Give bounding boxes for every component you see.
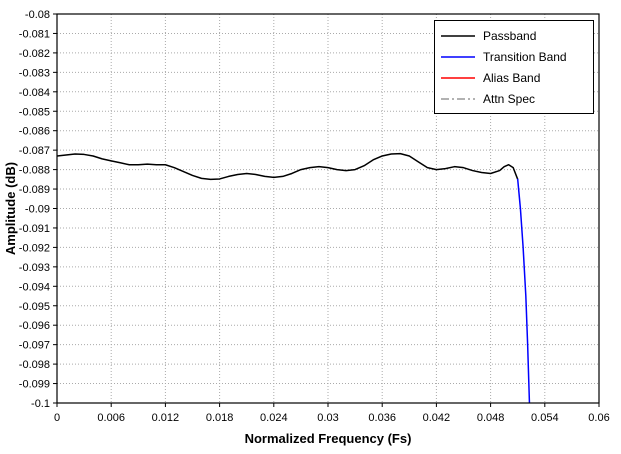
svg-text:0.054: 0.054 bbox=[531, 412, 559, 424]
svg-text:-0.085: -0.085 bbox=[19, 106, 50, 118]
svg-text:-0.089: -0.089 bbox=[19, 184, 50, 196]
transition-band-line-sample-icon bbox=[441, 55, 475, 58]
svg-text:-0.098: -0.098 bbox=[19, 359, 50, 371]
svg-text:0.012: 0.012 bbox=[152, 412, 180, 424]
svg-text:0.042: 0.042 bbox=[423, 412, 451, 424]
svg-text:-0.1: -0.1 bbox=[31, 398, 50, 410]
svg-text:0.048: 0.048 bbox=[477, 412, 505, 424]
attn-spec-line-sample-icon bbox=[441, 97, 475, 100]
legend: Passband Transition Band Alias Band Attn… bbox=[434, 20, 594, 114]
legend-label-passband: Passband bbox=[483, 28, 537, 43]
svg-text:-0.082: -0.082 bbox=[19, 48, 50, 60]
legend-label-attn-spec: Attn Spec bbox=[483, 91, 536, 106]
svg-text:-0.087: -0.087 bbox=[19, 145, 50, 157]
svg-text:-0.091: -0.091 bbox=[19, 223, 50, 235]
svg-text:0.006: 0.006 bbox=[97, 412, 125, 424]
svg-text:-0.095: -0.095 bbox=[19, 301, 50, 313]
svg-text:-0.09: -0.09 bbox=[25, 204, 50, 216]
svg-text:-0.097: -0.097 bbox=[19, 340, 50, 352]
legend-item-alias-band: Alias Band bbox=[441, 67, 587, 88]
svg-text:-0.08: -0.08 bbox=[25, 9, 50, 21]
alias-band-line-sample-icon bbox=[441, 76, 475, 79]
legend-item-passband: Passband bbox=[441, 25, 587, 46]
svg-text:Amplitude (dB): Amplitude (dB) bbox=[3, 162, 18, 255]
svg-text:Normalized Frequency (Fs): Normalized Frequency (Fs) bbox=[245, 431, 412, 446]
legend-item-attn-spec: Attn Spec bbox=[441, 88, 587, 109]
svg-text:-0.094: -0.094 bbox=[19, 281, 50, 293]
svg-text:-0.083: -0.083 bbox=[19, 67, 50, 79]
svg-text:-0.086: -0.086 bbox=[19, 126, 50, 138]
svg-text:0.018: 0.018 bbox=[206, 412, 234, 424]
svg-text:0: 0 bbox=[54, 412, 60, 424]
svg-text:-0.084: -0.084 bbox=[19, 87, 50, 99]
legend-label-alias-band: Alias Band bbox=[483, 70, 541, 85]
svg-text:0.036: 0.036 bbox=[368, 412, 396, 424]
svg-text:-0.092: -0.092 bbox=[19, 242, 50, 254]
svg-text:-0.081: -0.081 bbox=[19, 28, 50, 40]
legend-label-transition-band: Transition Band bbox=[483, 49, 567, 64]
svg-text:0.024: 0.024 bbox=[260, 412, 288, 424]
svg-text:-0.093: -0.093 bbox=[19, 262, 50, 274]
svg-text:0.03: 0.03 bbox=[317, 412, 338, 424]
svg-text:-0.088: -0.088 bbox=[19, 165, 50, 177]
passband-line-sample-icon bbox=[441, 34, 475, 37]
svg-text:-0.099: -0.099 bbox=[19, 379, 50, 391]
legend-item-transition-band: Transition Band bbox=[441, 46, 587, 67]
svg-text:0.06: 0.06 bbox=[588, 412, 609, 424]
svg-text:-0.096: -0.096 bbox=[19, 320, 50, 332]
